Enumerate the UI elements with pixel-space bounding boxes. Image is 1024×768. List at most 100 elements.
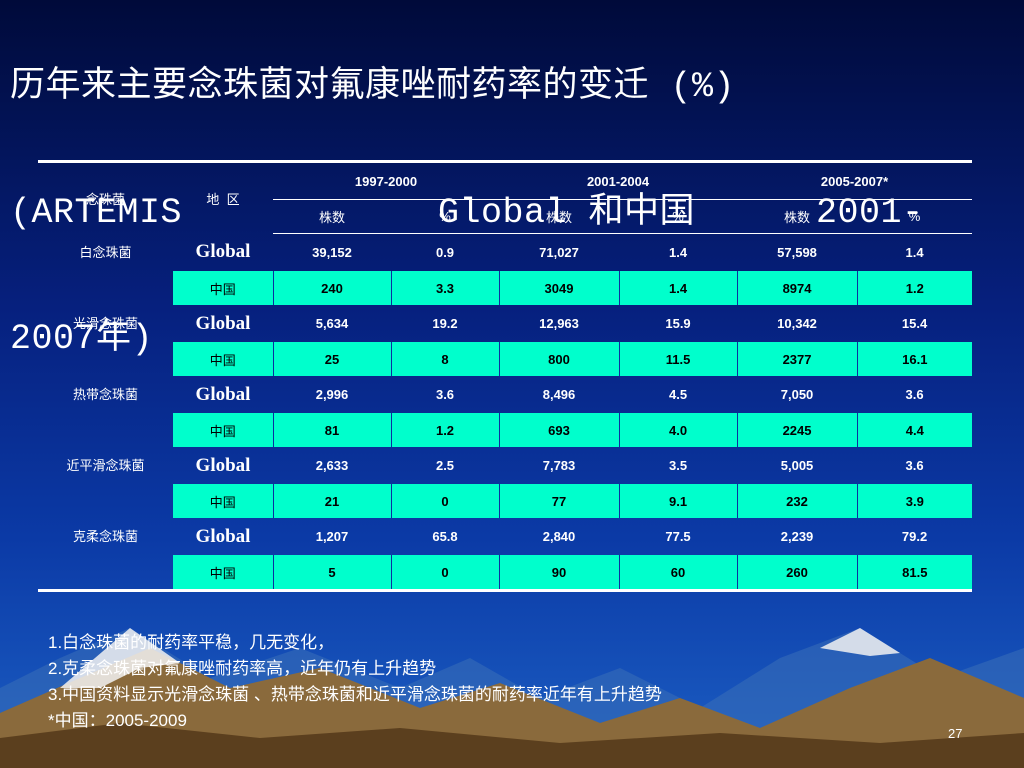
header-count-2: 株数	[499, 199, 620, 234]
title-line-2-part-1: (ARTEMIS	[10, 193, 183, 233]
count-cell: 21	[272, 484, 391, 518]
percent-cell: 11.5	[618, 342, 738, 376]
percent-cell: 77.5	[665, 529, 691, 544]
count-cell: 25	[272, 342, 391, 376]
table-row: 近平滑念珠菌 Global 2,633 2.5 7,783 3.5 5,005 3.6	[38, 447, 972, 484]
percent-cell: 1.4	[618, 271, 738, 305]
note-2: 2.克柔念珠菌对氟康唑耐药率高，近年仍有上升趋势	[48, 659, 437, 678]
percent-cell: 19.2	[432, 316, 458, 331]
percent-cell: 81.5	[856, 555, 973, 591]
page-number: 27	[948, 726, 963, 741]
percent-cell: 16.1	[856, 342, 973, 376]
header-species: 念珠菌	[85, 191, 125, 207]
region-cell: 中国	[173, 342, 273, 376]
table-row: 中国 21 0 77 9.1 232 3.9	[38, 484, 973, 518]
table-row: 中国 5 0 90 60 260 81.5	[38, 555, 973, 591]
percent-cell: 4.4	[856, 413, 973, 447]
percent-cell: 65.8	[432, 529, 458, 544]
species-name: 白念珠菌	[79, 244, 132, 260]
percent-cell: 3.5	[668, 458, 688, 473]
region-cell: Global	[195, 454, 251, 476]
region-cell: 中国	[173, 484, 273, 518]
count-cell: 800	[498, 342, 620, 376]
count-cell: 5,005	[780, 458, 814, 473]
region-cell: Global	[195, 241, 251, 263]
percent-cell: 1.4	[668, 245, 688, 260]
count-cell: 2,239	[780, 529, 814, 544]
count-cell: 2377	[736, 342, 858, 376]
notes-block: 1.白念珠菌的耐药率平稳，几无变化， 2.克柔念珠菌对氟康唑耐药率高，近年仍有上…	[48, 630, 662, 734]
percent-cell: 1.2	[856, 271, 973, 305]
region-cell: 中国	[173, 413, 273, 447]
header-row-periods: 念珠菌 地 区 1997-2000 2001-2004 2005-2007*	[38, 162, 972, 207]
count-cell: 693	[498, 413, 620, 447]
percent-cell: 1.4	[905, 245, 924, 260]
percent-cell: 1.2	[390, 413, 500, 447]
header-count-3: 株数	[737, 199, 858, 234]
count-cell: 71,027	[539, 245, 579, 260]
header-row-units: 株数 % 株数 % 株数 %	[38, 199, 973, 234]
table-row: 中国 25 8 800 11.5 2377 16.1	[38, 342, 973, 376]
table-row: 热带念珠菌 Global 2,996 3.6 8,496 4.5 7,050 3.6	[38, 376, 972, 413]
count-cell: 77	[498, 484, 620, 518]
note-4: *中国：2005-2009	[48, 711, 187, 730]
count-cell: 240	[272, 271, 391, 305]
region-cell: 中国	[173, 555, 273, 591]
header-period-3: 2005-2007*	[820, 173, 889, 189]
header-pct-3: %	[857, 199, 973, 234]
count-cell: 39,152	[312, 245, 352, 260]
percent-cell: 60	[618, 555, 738, 591]
count-cell: 8974	[736, 271, 858, 305]
percent-cell: 4.5	[668, 387, 688, 402]
count-cell: 12,963	[539, 316, 579, 331]
table-row: 中国 81 1.2 693 4.0 2245 4.4	[38, 413, 973, 447]
title-line-1: 历年来主要念珠菌对氟康唑耐药率的变迁 (%)	[10, 67, 736, 107]
percent-cell: 2.5	[435, 458, 455, 473]
header-pct-2: %	[619, 199, 738, 234]
percent-cell: 3.9	[856, 484, 973, 518]
percent-cell: 3.3	[390, 271, 500, 305]
region-cell: 中国	[173, 271, 273, 305]
table-row: 中国 240 3.3 3049 1.4 8974 1.2	[38, 271, 973, 305]
percent-cell: 15.9	[665, 316, 691, 331]
percent-cell: 0.9	[435, 245, 455, 260]
mountain-background	[0, 628, 1024, 768]
percent-cell: 3.6	[905, 458, 924, 473]
header-region: 地 区	[206, 191, 240, 207]
note-3: 3.中国资料显示光滑念珠菌 、热带念珠菌和近平滑念珠菌的耐药率近年有上升趋势	[48, 685, 662, 704]
count-cell: 2,996	[315, 387, 349, 402]
count-cell: 1,207	[315, 529, 349, 544]
header-period-2: 2001-2004	[586, 173, 650, 189]
header-pct-1: %	[391, 199, 500, 234]
species-name: 热带念珠菌	[72, 387, 138, 402]
count-cell: 90	[498, 555, 620, 591]
table-row: 光滑念珠菌 Global 5,634 19.2 12,963 15.9 10,342 15.4	[38, 305, 972, 342]
count-cell: 2,633	[315, 458, 349, 473]
percent-cell: 8	[390, 342, 500, 376]
percent-cell: 0	[390, 484, 500, 518]
table-row: 克柔念珠菌 Global 1,207 65.8 2,840 77.5 2,239 79.2	[38, 518, 972, 555]
percent-cell: 3.6	[905, 387, 924, 402]
percent-cell: 15.4	[901, 316, 928, 331]
percent-cell: 4.0	[618, 413, 738, 447]
species-name: 光滑念珠菌	[72, 316, 138, 331]
count-cell: 7,050	[780, 387, 814, 402]
count-cell: 232	[736, 484, 858, 518]
count-cell: 5	[272, 555, 391, 591]
table-row: 白念珠菌 Global 39,152 0.9 71,027 1.4 57,598 1.4	[38, 234, 972, 272]
count-cell: 7,783	[542, 458, 576, 473]
species-name: 近平滑念珠菌	[66, 458, 145, 473]
count-cell: 260	[736, 555, 858, 591]
count-cell: 2245	[736, 413, 858, 447]
region-cell: Global	[195, 525, 251, 547]
count-cell: 5,634	[315, 316, 349, 331]
percent-cell: 3.6	[435, 387, 455, 402]
title-line-3: 2007年)	[10, 319, 154, 359]
header-count-1: 株数	[273, 199, 391, 234]
species-name: 克柔念珠菌	[72, 529, 138, 544]
count-cell: 3049	[498, 271, 620, 305]
region-cell: Global	[195, 312, 251, 334]
count-cell: 8,496	[542, 387, 576, 402]
count-cell: 57,598	[777, 245, 817, 260]
resistance-table: 念珠菌 地 区 1997-2000 2001-2004 2005-2007* 株…	[38, 160, 973, 592]
